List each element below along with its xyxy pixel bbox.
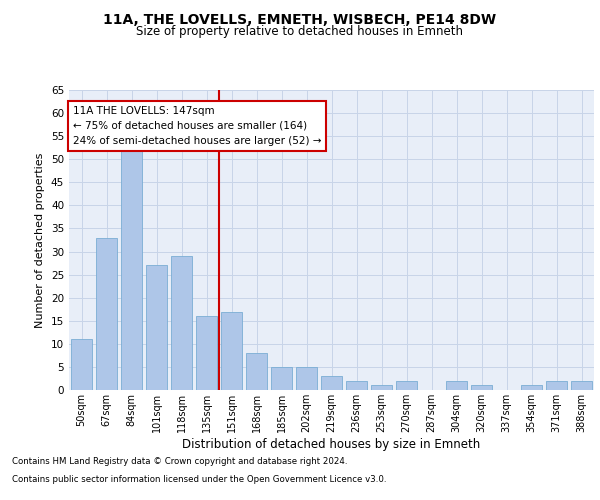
Bar [371,386,392,390]
Text: Contains public sector information licensed under the Open Government Licence v3: Contains public sector information licen… [12,475,386,484]
Bar [396,381,417,390]
Text: Contains HM Land Registry data © Crown copyright and database right 2024.: Contains HM Land Registry data © Crown c… [12,458,347,466]
Bar [571,381,592,390]
Bar [346,381,367,390]
Bar [321,376,342,390]
Bar [96,238,117,390]
Bar [521,386,542,390]
Text: Size of property relative to detached houses in Emneth: Size of property relative to detached ho… [137,25,464,38]
Bar [196,316,217,390]
Bar [546,381,567,390]
Bar [121,141,142,390]
X-axis label: Distribution of detached houses by size in Emneth: Distribution of detached houses by size … [182,438,481,450]
Bar [296,367,317,390]
Bar [71,339,92,390]
Text: 11A THE LOVELLS: 147sqm
← 75% of detached houses are smaller (164)
24% of semi-d: 11A THE LOVELLS: 147sqm ← 75% of detache… [73,106,321,146]
Bar [446,381,467,390]
Bar [171,256,192,390]
Bar [221,312,242,390]
Text: 11A, THE LOVELLS, EMNETH, WISBECH, PE14 8DW: 11A, THE LOVELLS, EMNETH, WISBECH, PE14 … [103,12,497,26]
Bar [146,266,167,390]
Y-axis label: Number of detached properties: Number of detached properties [35,152,46,328]
Bar [471,386,492,390]
Bar [246,353,267,390]
Bar [271,367,292,390]
